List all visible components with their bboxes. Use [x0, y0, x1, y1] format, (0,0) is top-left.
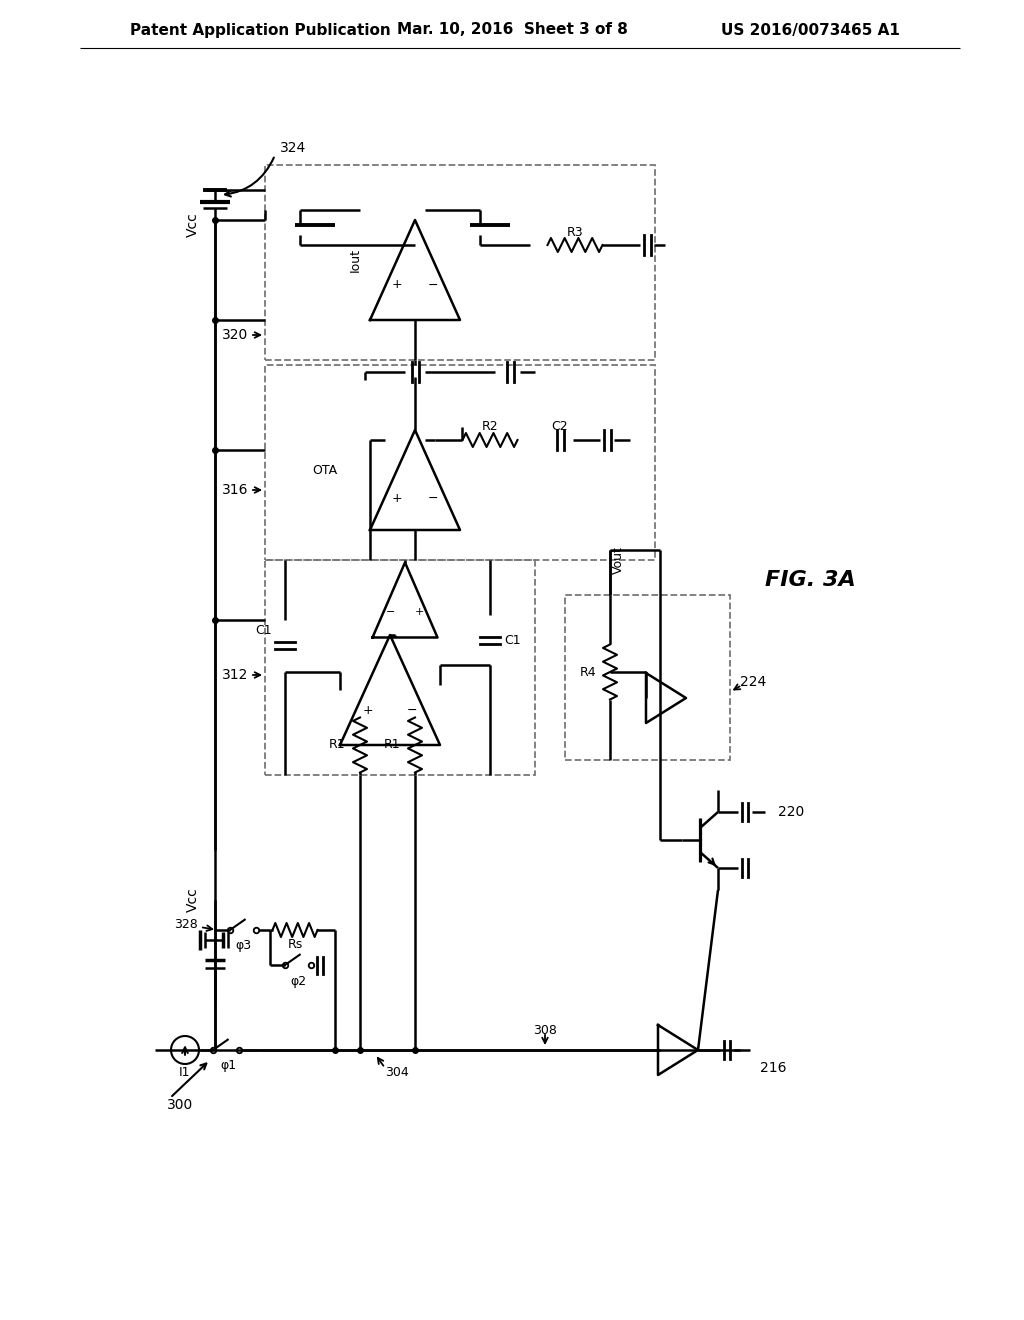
- Text: Iout: Iout: [348, 248, 361, 272]
- Text: C1: C1: [504, 634, 520, 647]
- Text: 316: 316: [221, 483, 248, 498]
- Text: −: −: [428, 491, 438, 504]
- Text: 304: 304: [385, 1065, 409, 1078]
- Text: 328: 328: [174, 919, 198, 932]
- Text: Mar. 10, 2016  Sheet 3 of 8: Mar. 10, 2016 Sheet 3 of 8: [396, 22, 628, 37]
- Text: +: +: [362, 704, 374, 717]
- Text: φ1: φ1: [220, 1060, 237, 1072]
- Bar: [265, 165, 655, 360]
- Text: R1: R1: [383, 738, 400, 751]
- Text: Vout: Vout: [611, 546, 625, 574]
- Text: R1: R1: [329, 738, 345, 751]
- Text: 220: 220: [778, 805, 804, 818]
- Text: +: +: [392, 491, 402, 504]
- Text: I1: I1: [179, 1065, 190, 1078]
- Text: R3: R3: [566, 226, 584, 239]
- Bar: [265, 366, 655, 560]
- Text: 324: 324: [280, 141, 306, 154]
- Text: 224: 224: [740, 675, 766, 689]
- Text: −: −: [386, 607, 395, 616]
- Text: R4: R4: [580, 665, 596, 678]
- Text: C1: C1: [255, 623, 272, 636]
- Text: 308: 308: [534, 1023, 557, 1036]
- Text: US 2016/0073465 A1: US 2016/0073465 A1: [721, 22, 900, 37]
- Bar: [265, 560, 535, 775]
- Text: −: −: [407, 704, 417, 717]
- Text: Vcc: Vcc: [186, 887, 200, 912]
- Text: Patent Application Publication: Patent Application Publication: [130, 22, 391, 37]
- Text: +: +: [415, 607, 424, 616]
- Bar: [565, 595, 730, 760]
- Text: φ3: φ3: [234, 940, 251, 953]
- Text: Vcc: Vcc: [186, 213, 200, 238]
- Text: 312: 312: [221, 668, 248, 682]
- Text: 216: 216: [760, 1061, 786, 1074]
- Text: 300: 300: [167, 1098, 194, 1111]
- Text: C2: C2: [552, 421, 568, 433]
- Text: R2: R2: [481, 421, 499, 433]
- Text: −: −: [428, 279, 438, 292]
- Text: φ2: φ2: [290, 974, 306, 987]
- Text: 320: 320: [222, 327, 248, 342]
- Text: FIG. 3A: FIG. 3A: [765, 570, 855, 590]
- Text: +: +: [392, 279, 402, 292]
- Text: OTA: OTA: [312, 463, 338, 477]
- Text: Rs: Rs: [288, 937, 303, 950]
